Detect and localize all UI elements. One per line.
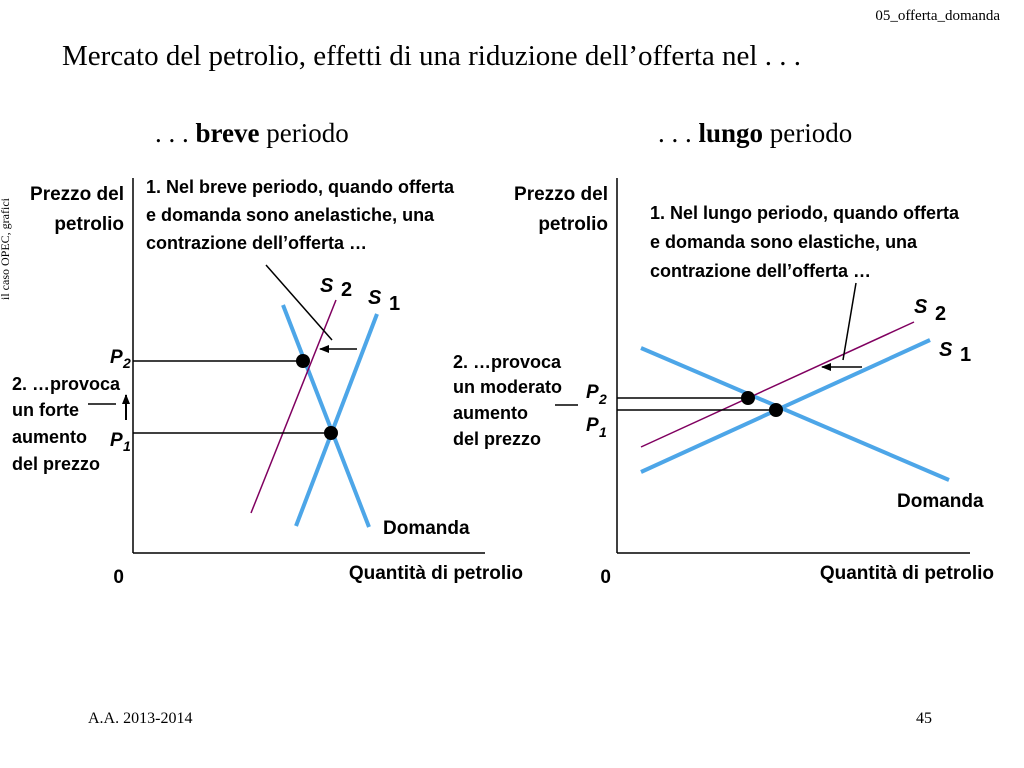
x-axis-label: Quantità di petrolio	[349, 563, 523, 584]
heading-prefix: . . .	[155, 118, 196, 148]
x-axis-label: Quantità di petrolio	[820, 563, 994, 584]
note-line-1: 1. Nel lungo periodo, quando offerta	[650, 203, 960, 223]
note-line-1: 1. Nel breve periodo, quando offerta	[146, 177, 455, 197]
effect-line-1: 2. …provoca	[453, 352, 562, 372]
y-axis-label-line1: Prezzo del	[514, 184, 608, 205]
origin-label: 0	[113, 567, 124, 588]
effect-line-1: 2. …provoca	[12, 374, 121, 394]
long-run-panel: Prezzo del petrolio Quantità di petrolio…	[453, 178, 994, 588]
page-number: 45	[916, 710, 932, 727]
p2-label: P2	[586, 382, 607, 407]
short-run-panel: Prezzo del petrolio Quantità di petrolio…	[12, 177, 523, 588]
note-line-3: contrazione dell’offerta …	[650, 261, 871, 281]
effect-line-2: un forte	[12, 400, 79, 420]
slide-title: Mercato del petrolio, effetti di una rid…	[62, 40, 801, 72]
equilibrium-point-1	[769, 403, 783, 417]
heading-suffix: periodo	[259, 118, 349, 148]
long-run-heading: . . . lungo periodo	[658, 118, 852, 149]
p1-label: P1	[110, 430, 131, 454]
demand-curve	[640, 346, 950, 482]
heading-bold: breve	[195, 118, 260, 148]
p2-label: P2	[110, 347, 131, 371]
equilibrium-point-1	[324, 426, 338, 440]
origin-label: 0	[600, 567, 611, 588]
note-pointer	[842, 282, 857, 361]
effect-line-4: del prezzo	[12, 454, 100, 474]
supply-curve-s2	[640, 321, 915, 448]
short-run-heading: . . . breve periodo	[155, 118, 349, 149]
equilibrium-point-2	[741, 391, 755, 405]
supply-curve-s1	[294, 313, 379, 527]
supply-curve-s1	[640, 338, 931, 474]
academic-year: A.A. 2013-2014	[88, 710, 193, 727]
effect-line-3: aumento	[12, 427, 87, 447]
note-pointer	[265, 264, 333, 341]
note-line-2: e domanda sono anelastiche, una	[146, 205, 435, 225]
note-line-2: e domanda sono elastiche, una	[650, 232, 918, 252]
p1-label: P1	[586, 415, 607, 440]
demand-curve	[281, 304, 371, 528]
y-axis-label-line2: petrolio	[538, 214, 608, 235]
effect-line-4: del prezzo	[453, 429, 541, 449]
y-axis-label-line2: petrolio	[54, 214, 124, 235]
equilibrium-point-2	[296, 354, 310, 368]
effect-line-2: un moderato	[453, 377, 562, 397]
heading-prefix: . . .	[658, 118, 699, 148]
note-line-3: contrazione dell’offerta …	[146, 233, 367, 253]
effect-line-3: aumento	[453, 403, 528, 423]
y-axis-label-line1: Prezzo del	[30, 184, 124, 205]
demand-label: Domanda	[383, 518, 470, 539]
supply-curve-s2	[250, 299, 337, 514]
heading-bold: lungo	[698, 118, 764, 148]
file-tag: 05_offerta_domanda	[875, 8, 1000, 24]
demand-label: Domanda	[897, 491, 984, 512]
heading-suffix: periodo	[763, 118, 853, 148]
